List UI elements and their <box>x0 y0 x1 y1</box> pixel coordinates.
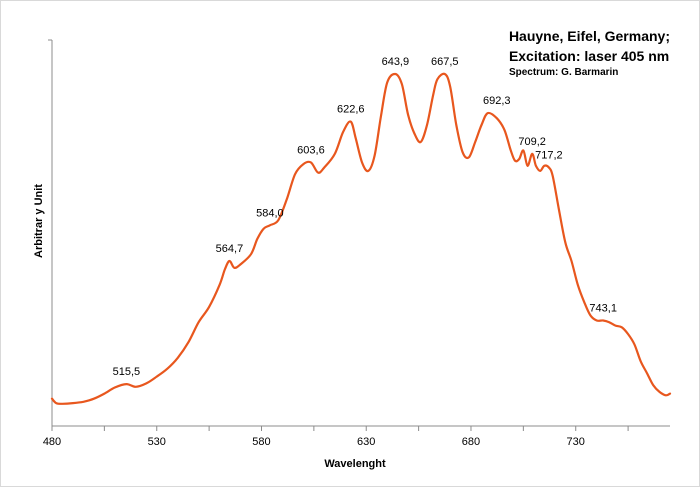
x-axis-label: Wavelenght <box>324 458 386 470</box>
peak-label: 584,0 <box>256 207 284 219</box>
peak-label: 667,5 <box>431 56 459 68</box>
x-tick-label: 680 <box>462 436 480 448</box>
peak-label: 743,1 <box>589 303 617 315</box>
x-tick-label: 630 <box>357 436 375 448</box>
peak-label: 622,6 <box>337 104 365 116</box>
x-tick-label: 530 <box>148 436 166 448</box>
peak-label: 709,2 <box>518 136 546 148</box>
chart-title-line-2: Excitation: laser 405 nm <box>508 48 670 64</box>
peak-label: 717,2 <box>535 150 563 162</box>
x-tick-label: 580 <box>252 436 270 448</box>
chart-title-block: Hauyne, Eifel, Germany; Excitation: lase… <box>509 26 670 80</box>
spectrum-line <box>50 72 672 405</box>
x-tick-label: 730 <box>567 436 585 448</box>
peak-label: 603,6 <box>297 144 325 156</box>
peak-label: 564,7 <box>216 243 244 255</box>
peak-label: 643,9 <box>382 56 410 68</box>
y-axis-label: Arbitrar y Unit <box>33 184 45 258</box>
x-tick-label: 480 <box>43 436 61 448</box>
chart-subtitle: Spectrum: G. Barmarin <box>508 67 619 78</box>
chart-title-line-1: Hauyne, Eifel, Germany; <box>508 28 670 44</box>
peak-label: 515,5 <box>113 366 141 378</box>
peak-label: 692,3 <box>483 95 511 107</box>
